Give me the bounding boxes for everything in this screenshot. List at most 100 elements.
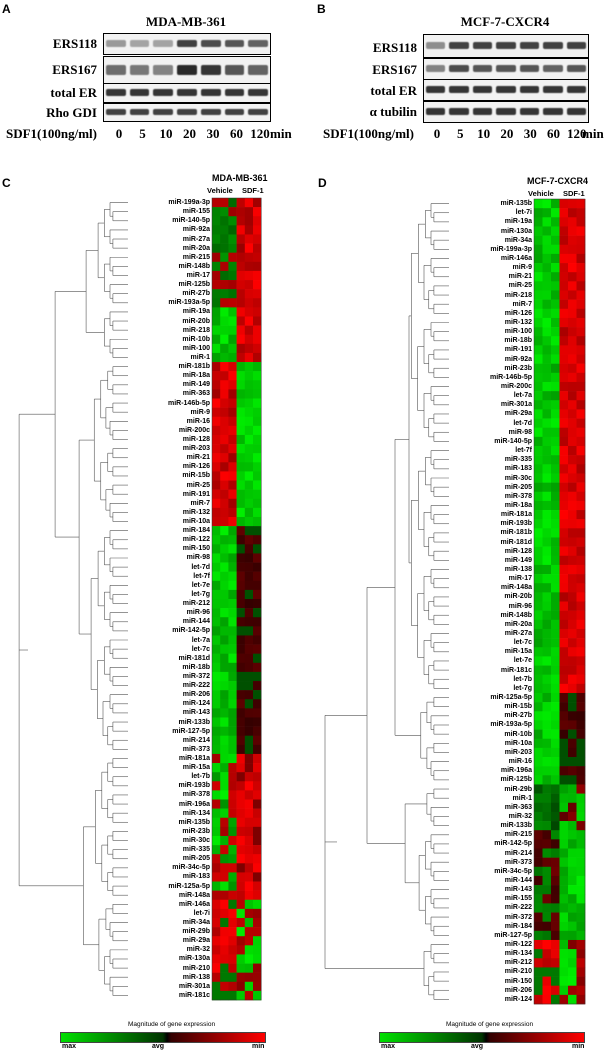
heatmap-cell: [576, 949, 586, 959]
heatmap-cell: [568, 702, 577, 712]
gene-label: miR-181c: [178, 991, 210, 999]
heatmap-cell: [253, 471, 262, 481]
heatmap-cell: [576, 354, 586, 364]
heatmap-cell: [568, 610, 577, 621]
heatmap-cell: [542, 445, 552, 456]
heatmap-cell: [559, 985, 569, 996]
heatmap-cell: [228, 371, 237, 381]
panel-d-letter: D: [318, 176, 327, 190]
heatmap-cell: [244, 243, 254, 253]
panel-a-letter: A: [2, 2, 11, 16]
heatmap-cell: [568, 619, 577, 630]
heatmap-cell: [212, 744, 221, 755]
heatmap-cell: [244, 890, 254, 901]
gene-label: miR-222: [504, 904, 532, 912]
heatmap-cell: [253, 489, 262, 500]
heatmap-cell: [244, 717, 254, 727]
heatmap-cell: [576, 912, 586, 922]
heatmap-cell: [228, 562, 237, 572]
heatmap-cell: [253, 280, 262, 290]
heatmap-cell: [559, 674, 569, 685]
heatmap-cell: [212, 216, 221, 226]
heatmap-cell: [253, 617, 262, 627]
heatmap-cell: [551, 885, 560, 895]
heatmap-cell: [253, 526, 262, 536]
heatmap-cell: [568, 445, 577, 456]
heatmap-cell: [228, 781, 237, 791]
blot-band: [519, 65, 540, 72]
panel-a-row-label-4: Rho GDI: [46, 105, 97, 120]
blot-band: [129, 65, 150, 76]
heatmap-cell: [534, 327, 543, 337]
heatmap-cell: [228, 899, 237, 910]
heatmap-cell: [559, 546, 569, 557]
heatmap-cell: [568, 885, 577, 895]
heatmap-cell: [559, 821, 569, 831]
heatmap-cell: [559, 811, 569, 822]
heatmap-cell: [542, 665, 552, 675]
gene-label: miR-212: [182, 600, 210, 608]
heatmap-cell: [253, 334, 262, 345]
heatmap-cell: [542, 510, 552, 520]
heatmap-cell: [212, 826, 221, 837]
heatmap-cell: [212, 717, 221, 727]
heatmap-cell: [576, 775, 586, 785]
heatmap-cell: [542, 272, 552, 282]
blot-band: [224, 65, 245, 76]
heatmap-cell: [534, 619, 543, 630]
gene-label: miR-34a: [182, 919, 210, 927]
heatmap-cell: [212, 936, 221, 946]
heatmap-cell: [212, 270, 221, 281]
heatmap-cell: [542, 930, 552, 941]
gene-label: miR-18a: [182, 372, 210, 380]
gene-label: miR-130a: [178, 955, 210, 963]
time-tick: 60: [230, 126, 243, 141]
heatmap-cell: [220, 571, 229, 582]
heatmap-cell: [228, 434, 237, 445]
heatmap-cell: [228, 890, 237, 901]
heatmap-cell: [253, 744, 262, 755]
heatmap-cell: [220, 425, 229, 436]
blot-band: [248, 109, 268, 116]
heatmap-cell: [568, 720, 577, 730]
blot-band: [496, 86, 516, 93]
heatmap-cell: [568, 601, 577, 611]
blot-band: [426, 86, 446, 93]
heatmap-cell: [244, 799, 254, 809]
gene-label: miR-196a: [500, 767, 532, 775]
heatmap-cell: [236, 498, 246, 509]
gene-label: miR-32: [508, 812, 532, 820]
heatmap-cell: [236, 981, 246, 992]
heatmap-cell: [244, 316, 254, 326]
heatmap-cell: [253, 243, 262, 253]
heatmap-cell: [568, 473, 577, 483]
heatmap-cell: [559, 939, 569, 950]
heatmap-cell: [534, 766, 543, 776]
gene-label: miR-30c: [504, 474, 532, 482]
heatmap-cell: [542, 345, 552, 355]
heatmap-cell: [559, 738, 569, 749]
heatmap-cell: [568, 939, 577, 950]
heatmap-cell: [212, 407, 221, 418]
gene-label: miR-134: [504, 950, 532, 958]
gene-label: miR-215: [182, 253, 210, 261]
heatmap-cell: [253, 954, 262, 964]
heatmap-cell: [212, 398, 221, 408]
blot-band: [106, 89, 126, 96]
gene-label: miR-125a-5p: [490, 694, 532, 702]
heatmap-cell: [220, 407, 229, 418]
heatmap-cell: [576, 391, 586, 401]
heatmap-cell: [253, 343, 262, 354]
gene-label: miR-20b: [182, 317, 210, 325]
heatmap-cell: [212, 316, 221, 326]
gene-label: miR-140-5p: [494, 437, 532, 445]
heatmap-cell: [551, 336, 560, 346]
heatmap-cell: [551, 263, 560, 273]
heatmap-cell: [534, 857, 543, 868]
heatmap-cell: [228, 334, 237, 345]
heatmap-cell: [576, 619, 586, 630]
blot-band: [129, 109, 150, 116]
heatmap-cell: [534, 976, 543, 987]
heatmap-cell: [244, 635, 254, 645]
gene-label: miR-143: [182, 709, 210, 717]
